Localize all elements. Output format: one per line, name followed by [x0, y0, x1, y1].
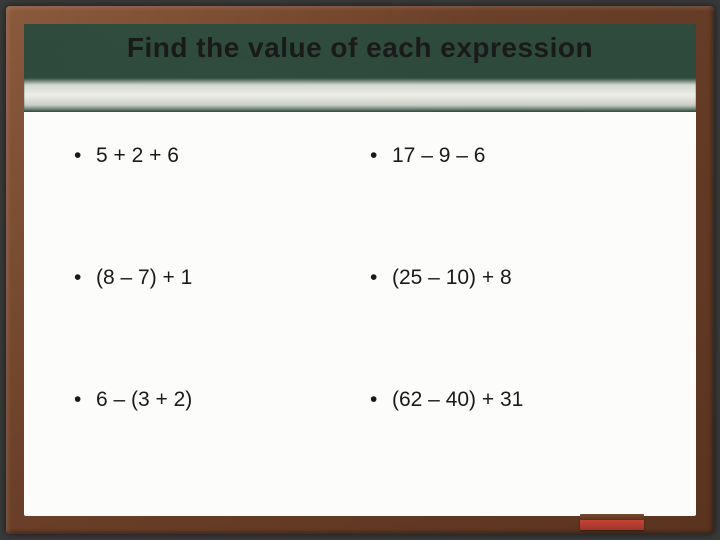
- chalkboard-frame: Find the value of each expression • 5 + …: [6, 6, 714, 534]
- expression-text: (8 – 7) + 1: [96, 266, 192, 290]
- slide-title: Find the value of each expression: [24, 32, 696, 64]
- expression-text: (25 – 10) + 8: [392, 266, 512, 290]
- list-item: • 5 + 2 + 6: [74, 140, 350, 252]
- bullet-icon: •: [74, 266, 96, 290]
- list-item: • (62 – 40) + 31: [370, 384, 646, 496]
- list-item: • 17 – 9 – 6: [370, 140, 646, 252]
- content-panel: • 5 + 2 + 6 • 17 – 9 – 6 • (8 – 7) + 1 •…: [24, 112, 696, 516]
- eraser-icon: [580, 514, 644, 530]
- bullet-icon: •: [370, 388, 392, 412]
- list-item: • (8 – 7) + 1: [74, 262, 350, 374]
- bullet-icon: •: [370, 144, 392, 168]
- expression-text: (62 – 40) + 31: [392, 388, 523, 412]
- expression-text: 6 – (3 + 2): [96, 388, 192, 412]
- list-item: • (25 – 10) + 8: [370, 262, 646, 374]
- bullet-icon: •: [370, 266, 392, 290]
- list-item: • 6 – (3 + 2): [74, 384, 350, 496]
- expression-grid: • 5 + 2 + 6 • 17 – 9 – 6 • (8 – 7) + 1 •…: [74, 140, 646, 496]
- bullet-icon: •: [74, 388, 96, 412]
- expression-text: 17 – 9 – 6: [392, 144, 485, 168]
- expression-text: 5 + 2 + 6: [96, 144, 179, 168]
- bullet-icon: •: [74, 144, 96, 168]
- chalkboard-inner: Find the value of each expression • 5 + …: [24, 24, 696, 516]
- chalk-swipe: [24, 78, 696, 112]
- title-area: Find the value of each expression: [24, 32, 696, 64]
